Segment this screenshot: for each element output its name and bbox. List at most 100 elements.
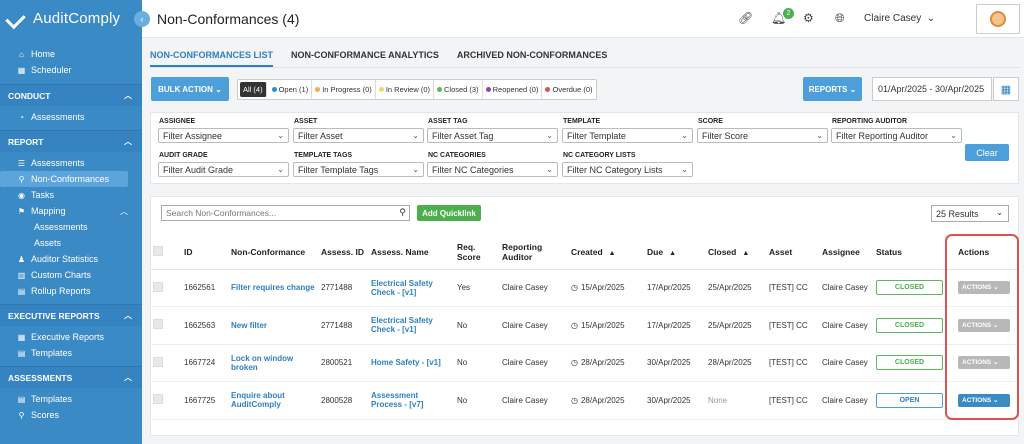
sidebar-item-report-assessments[interactable]: ☰ Assessments [0, 155, 142, 171]
col-header-asset[interactable]: Asset [766, 236, 819, 270]
template-tags-select[interactable]: Filter Template Tags ⌄ [293, 162, 424, 177]
select-all-checkbox[interactable] [153, 246, 163, 257]
section-executive-reports[interactable]: EXECUTIVE REPORTS ︿ [0, 304, 142, 326]
sidebar-item-home[interactable]: ⌂ Home [0, 46, 142, 62]
app-logo[interactable]: AuditComply [0, 0, 142, 36]
sidebar-item-mapping[interactable]: ⚑ Mapping ︿ [0, 203, 142, 219]
calendar-icon[interactable]: ▦ [993, 77, 1019, 101]
sidebar-item-tasks[interactable]: ◉ Tasks [0, 187, 142, 203]
globe-icon[interactable]: 🌐︎ [835, 11, 845, 25]
top-header: Non-Conformances (4) 🔗︎ 🔔︎ 2 ⚙ 🌐︎ Claire… [142, 0, 1024, 38]
nc-category-lists-select[interactable]: Filter NC Category Lists ⌄ [562, 162, 693, 177]
col-header-assignee[interactable]: Assignee [819, 236, 873, 270]
user-menu[interactable]: Claire Casey ⌄ [864, 13, 935, 24]
reporting-auditor-select[interactable]: Filter Reporting Auditor ⌄ [831, 128, 962, 143]
nc-link[interactable]: Enquire about AuditComply [228, 381, 318, 420]
status-filter-reopened[interactable]: Reopened (0) [483, 80, 543, 99]
sidebar-item-label: Custom Charts [31, 270, 92, 280]
sidebar-item-custom-charts[interactable]: ▥ Custom Charts [0, 267, 142, 283]
search-icon[interactable]: ⚲ [399, 207, 406, 217]
assignee-select[interactable]: Filter Assignee ⌄ [158, 128, 289, 143]
nc-link[interactable]: Filter requires change [228, 269, 318, 307]
status-filter-overdue[interactable]: Overdue (0) [542, 80, 595, 99]
col-header-status[interactable]: Status [873, 236, 955, 270]
sidebar-item-assess-templates[interactable]: ▤ Templates [0, 391, 142, 407]
assess-name-link[interactable]: Assessment Process - [v7] [368, 381, 454, 420]
row-checkbox[interactable] [153, 394, 163, 405]
col-header-due[interactable]: Due ▲ [644, 236, 705, 270]
col-header-reporting-auditor[interactable]: Reporting Auditor [499, 236, 568, 270]
gear-icon[interactable]: ⚙ [803, 11, 814, 25]
sidebar-item-scheduler[interactable]: ▦ Scheduler [0, 62, 142, 78]
sidebar-item-scores[interactable]: ⚲ Scores [0, 407, 142, 423]
sidebar-item-non-conformances[interactable]: ⚲ Non-Conformances [0, 171, 128, 187]
sidebar-item-mapping-assessments[interactable]: Assessments [0, 219, 142, 235]
sort-asc-icon[interactable]: ▲ [608, 250, 616, 258]
add-quicklink-button[interactable]: Add Quicklink [417, 205, 481, 221]
col-header-created[interactable]: Created ▲ [568, 236, 644, 270]
row-checkbox[interactable] [153, 356, 163, 367]
status-badge: CLOSED [876, 317, 943, 333]
nc-categories-select[interactable]: Filter NC Categories ⌄ [427, 162, 558, 177]
sidebar-item-rollup-reports[interactable]: ▤ Rollup Reports [0, 283, 142, 299]
template-select[interactable]: Filter Template ⌄ [562, 128, 693, 143]
search-input[interactable]: Search Non-Conformances... ⚲ [161, 205, 410, 221]
col-header-assess-name[interactable]: Assess. Name [368, 236, 454, 270]
chevron-down-icon: ⌄ [681, 165, 688, 174]
col-header-id[interactable]: ID [181, 236, 228, 270]
date-range-input[interactable]: 01/Apr/2025 - 30/Apr/2025 [872, 77, 992, 101]
sort-asc-icon[interactable]: ▲ [742, 250, 750, 258]
actions-button[interactable]: ACTIONS ⌄ [958, 281, 1010, 295]
table-row[interactable]: 1662561 Filter requires change 2771488 E… [150, 269, 1019, 307]
sidebar-item-conduct-assessments[interactable]: ◔ Assessments [0, 109, 142, 125]
assess-name-link[interactable]: Electrical Safety Check - [v1] [368, 269, 454, 307]
table-row[interactable]: 1667724 Lock on window broken 2800521 Ho… [150, 344, 1019, 382]
row-checkbox[interactable] [153, 319, 163, 330]
actions-button[interactable]: ACTIONS ⌄ [958, 356, 1010, 370]
status-filter-closed[interactable]: Closed (3) [434, 80, 483, 99]
avatar[interactable] [976, 4, 1020, 34]
col-header-closed[interactable]: Closed ▲ [705, 236, 766, 270]
col-header-non-conformance[interactable]: Non-Conformance [228, 236, 318, 270]
asset-tag-select[interactable]: Filter Asset Tag ⌄ [427, 128, 558, 143]
clear-filters-button[interactable]: Clear [965, 144, 1009, 161]
section-assessments[interactable]: ASSESSMENTS ︿ [0, 366, 142, 388]
assess-name-link[interactable]: Home Safety - [v1] [368, 344, 454, 382]
nc-link[interactable]: Lock on window broken [228, 344, 318, 382]
results-per-page-select[interactable]: 25 Results ⌄ [931, 205, 1009, 222]
tab-non-conformances-list[interactable]: NON-CONFORMANCES LIST [150, 50, 273, 67]
status-filter-in-progress[interactable]: In Progress (0) [312, 80, 376, 99]
actions-cell: ACTIONS ⌄ [955, 344, 1019, 382]
status-filter-open[interactable]: Open (1) [269, 80, 313, 99]
section-conduct[interactable]: CONDUCT ︿ [0, 84, 142, 106]
reports-button[interactable]: REPORTS ⌄ [803, 77, 862, 101]
sidebar-collapse-button[interactable]: ‹ [134, 11, 150, 27]
score-select[interactable]: Filter Score ⌄ [697, 128, 828, 143]
asset-select[interactable]: Filter Asset ⌄ [293, 128, 424, 143]
assess-name-link[interactable]: Electrical Safety Check - [v1] [368, 306, 454, 345]
sidebar-item-mapping-assets[interactable]: Assets [0, 235, 142, 251]
sidebar-item-exec-templates[interactable]: ▤ Templates [0, 345, 142, 361]
sidebar-item-executive-reports[interactable]: ▦ Executive Reports [0, 329, 142, 345]
tab-archived-non-conformances[interactable]: ARCHIVED NON-CONFORMANCES [456, 50, 608, 60]
section-report[interactable]: REPORT ︿ [0, 130, 142, 152]
chevron-down-icon: ⌄ [950, 131, 957, 140]
nc-category-lists-label: NC CATEGORY LISTS [563, 152, 636, 159]
status-filter-all[interactable]: All (4) [240, 82, 267, 97]
row-checkbox[interactable] [153, 281, 163, 292]
col-header-req-score[interactable]: Req. Score [454, 236, 499, 270]
table-row[interactable]: 1667725 Enquire about AuditComply 280052… [150, 381, 1019, 420]
sidebar-item-auditor-statistics[interactable]: ♟ Auditor Statistics [0, 251, 142, 267]
audit-grade-select[interactable]: Filter Audit Grade ⌄ [158, 162, 289, 177]
col-header-assess-id[interactable]: Assess. ID [318, 236, 368, 270]
bell-icon[interactable]: 🔔︎ [771, 11, 787, 25]
actions-button[interactable]: ACTIONS ⌄ [958, 393, 1010, 407]
nc-link[interactable]: New filter [228, 306, 318, 345]
sort-asc-icon[interactable]: ▲ [669, 250, 676, 258]
status-filter-in-review[interactable]: In Review (0) [376, 80, 434, 99]
table-row[interactable]: 1662563 New filter 2771488 Electrical Sa… [150, 306, 1019, 345]
actions-button[interactable]: ACTIONS ⌄ [958, 318, 1010, 332]
link-icon[interactable]: 🔗︎ [738, 11, 754, 25]
bulk-action-button[interactable]: BULK ACTION ⌄ [151, 77, 229, 101]
tab-non-conformance-analytics[interactable]: NON-CONFORMANCE ANALYTICS [291, 50, 439, 60]
